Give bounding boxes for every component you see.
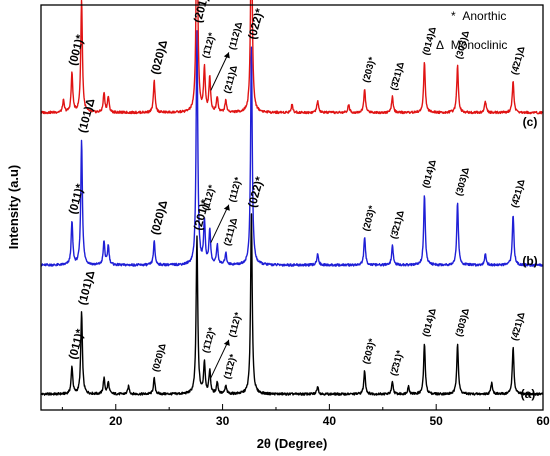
- peak-arrow: [210, 204, 230, 243]
- series-line-c: [40, 0, 544, 115]
- peak-label: (1̄12)*: [201, 326, 218, 354]
- x-axis-ticks: 20 30 40 50 60: [61, 404, 550, 428]
- peak-label: (4̄21)Δ: [509, 45, 527, 76]
- x-axis-title: 2θ (Degree): [257, 436, 328, 451]
- series-label-c: (c): [523, 115, 538, 129]
- curves-layer: [40, 0, 544, 396]
- plot-frame: [40, 4, 544, 411]
- peak-label: (11̄2)*: [222, 353, 239, 381]
- y-axis-title: Intensity (a.u): [6, 165, 21, 250]
- peak-label: (014)Δ: [421, 158, 439, 189]
- peak-label: (020)Δ: [150, 342, 168, 373]
- peak-label: (014)Δ: [421, 307, 439, 338]
- series-line-a: [40, 213, 544, 396]
- peak-label: (1̄12)*: [201, 31, 218, 59]
- legend-entry-monoclinic: Δ Monoclinic: [436, 38, 507, 52]
- peak-label: (4̄21)Δ: [509, 311, 527, 342]
- legend-label-monoclinic: Monoclinic: [451, 38, 508, 52]
- legend-symbol-anorthic: *: [451, 9, 456, 23]
- x-tick-label: 60: [536, 414, 550, 428]
- peak-arrow-head: [223, 339, 230, 346]
- peak-label: (112)*: [227, 311, 244, 339]
- peak-label: (101)Δ: [77, 269, 98, 306]
- peak-label: (020)Δ: [150, 199, 171, 236]
- peak-label: (112)Δ: [227, 21, 245, 52]
- peak-label: (101)Δ: [77, 97, 98, 134]
- peak-label: (011)*: [67, 182, 87, 215]
- x-tick-label: 40: [323, 414, 337, 428]
- peak-label: (211)Δ: [222, 64, 240, 95]
- x-tick-label: 20: [109, 414, 123, 428]
- series-line-b: [40, 30, 544, 267]
- peak-label: (112)*: [227, 176, 244, 204]
- series-label-b: (b): [522, 254, 537, 268]
- peak-label: (4̄21)Δ: [509, 178, 527, 209]
- legend-symbol-monoclinic: Δ: [436, 38, 444, 52]
- peak-label: (011)*: [67, 327, 87, 360]
- peak-label: (2̄31)*: [389, 349, 406, 377]
- legend: * Anorthic Δ Monoclinic: [436, 9, 507, 52]
- peak-label: (3̄21)Δ: [389, 209, 407, 240]
- peak-labels-layer: (011)* (101)Δ (020)Δ (201)* (1̄12)* (112)* (11…: [67, 0, 527, 380]
- peak-arrow-head: [223, 204, 230, 211]
- peak-label: (203)*: [361, 337, 378, 365]
- peak-label: (211)Δ: [222, 217, 240, 248]
- legend-label-anorthic: Anorthic: [462, 9, 506, 23]
- peak-arrow: [210, 339, 230, 379]
- peak-arrow: [210, 52, 230, 91]
- peak-label: (203)*: [361, 56, 378, 84]
- series-label-a: (a): [521, 387, 536, 401]
- peak-label: (201)*: [192, 0, 212, 24]
- peak-label: (3̄21)Δ: [389, 61, 407, 92]
- peak-label: (1̄12)*: [201, 184, 218, 212]
- peak-label: (303)Δ: [454, 166, 472, 197]
- peak-label: (001)*: [67, 33, 87, 67]
- peak-arrow-head: [223, 52, 230, 59]
- peak-label: (203)*: [361, 204, 378, 232]
- x-tick-label: 30: [216, 414, 230, 428]
- peak-label: (303)Δ: [454, 307, 472, 338]
- x-tick-label: 50: [430, 414, 444, 428]
- peak-label: (020)Δ: [150, 39, 171, 76]
- legend-entry-anorthic: * Anorthic: [451, 9, 506, 23]
- peak-label: (022)*: [247, 7, 267, 41]
